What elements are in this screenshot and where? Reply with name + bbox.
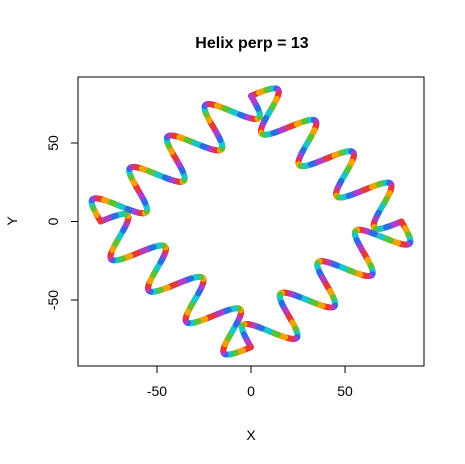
curve-segment [248,92,255,101]
x-axis: -50 0 50 [147,365,353,399]
x-tick-label: -50 [147,383,167,399]
x-axis-label: X [246,427,256,443]
y-tick-label: -50 [45,290,61,310]
y-tick-label: 0 [45,217,61,225]
y-axis: -50 0 50 [45,135,79,310]
curve-layer [88,85,414,358]
y-tick-label: 50 [45,135,61,151]
x-tick-label: 50 [337,383,353,399]
chart-title: Helix perp = 13 [195,35,308,52]
y-axis-label: Y [4,216,20,226]
x-tick-label: 0 [247,383,255,399]
